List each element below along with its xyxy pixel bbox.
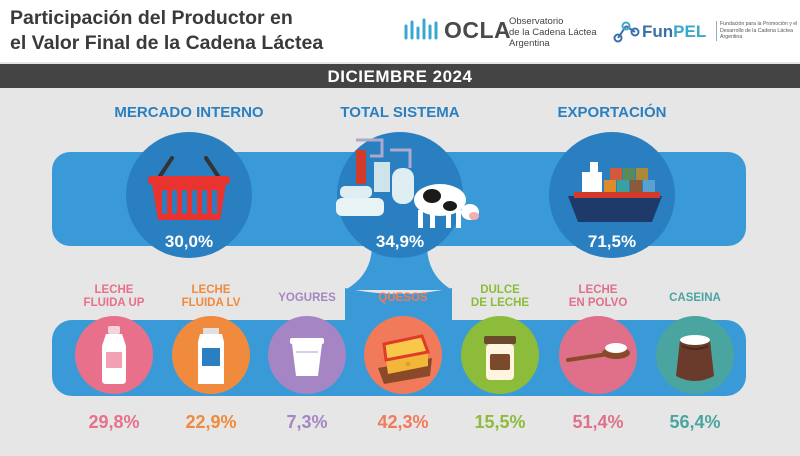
label-line-1: LECHE xyxy=(191,284,231,296)
funpel-name: FunPEL xyxy=(642,22,706,42)
funpel-logo: FunPEL Fundación para la Promoción y el … xyxy=(612,16,798,50)
value-yogures: 7,3% xyxy=(286,412,328,432)
ocla-tagline: Observatorio de la Cadena Láctea Argenti… xyxy=(509,16,599,49)
label-quesos: QUESOS xyxy=(353,292,453,305)
dairy-plant-cow-icon xyxy=(336,138,479,228)
label-yogures: YOGURES xyxy=(257,292,357,305)
cheese-icon xyxy=(378,334,432,384)
value-leche-en-polvo: 51,4% xyxy=(572,412,624,432)
value-mercado-interno: 30,0% xyxy=(164,232,214,251)
value-leche-fluida-lv: 22,9% xyxy=(185,412,237,432)
dulce-jar-icon xyxy=(484,336,516,380)
label-caseina: CASEINA xyxy=(645,292,745,305)
heading-total-sistema: TOTAL SISTEMA xyxy=(340,104,460,121)
casein-sack-icon xyxy=(676,335,714,381)
heading-exportacion: EXPORTACIÓN xyxy=(557,104,667,121)
ocla-name: OCLA xyxy=(444,17,512,43)
label-line-1: LECHE xyxy=(578,284,618,296)
value-exportacion: 71,5% xyxy=(587,232,637,251)
label-dulce-de-leche: DULCE DE LECHE xyxy=(450,284,550,310)
funpel-name-part2: PEL xyxy=(673,22,707,41)
funpel-tagline: Fundación para la Promoción y el Desarro… xyxy=(716,21,800,41)
label-leche-en-polvo: LECHE EN POLVO xyxy=(548,284,648,310)
label-leche-fluida-lv: LECHE FLUIDA LV xyxy=(161,284,261,310)
shopping-basket-icon xyxy=(148,156,230,220)
period-label: DICIEMBRE 2024 xyxy=(327,67,473,86)
period-bar: DICIEMBRE 2024 xyxy=(0,64,800,88)
ocla-wave-icon xyxy=(404,18,438,40)
label-line-2: FLUIDA LV xyxy=(181,297,241,309)
title-line-2: el Valor Final de la Cadena Láctea xyxy=(10,32,324,54)
milk-bottle-icon xyxy=(102,326,126,384)
funpel-network-icon xyxy=(613,21,640,43)
ocla-logo: OCLA Observatorio de la Cadena Láctea Ar… xyxy=(404,12,597,54)
label-line-2: EN POLVO xyxy=(568,297,628,309)
powder-spoon-icon xyxy=(566,343,630,362)
label-leche-fluida-up: LECHE FLUIDA UP xyxy=(64,284,164,310)
label-line-1: LECHE xyxy=(94,284,134,296)
label-line-2: DE LECHE xyxy=(470,297,530,309)
ocla-tagline-1: Observatorio xyxy=(509,16,564,27)
cargo-ship-icon xyxy=(568,162,662,222)
value-caseina: 56,4% xyxy=(669,412,721,432)
funpel-name-part1: Fun xyxy=(642,22,674,41)
value-total-sistema: 34,9% xyxy=(375,232,425,251)
heading-mercado-interno: MERCADO INTERNO xyxy=(114,104,264,121)
page-title: Participación del Productor en el Valor … xyxy=(10,6,390,56)
label-line-1: QUESOS xyxy=(378,292,428,304)
label-line-2: FLUIDA UP xyxy=(83,297,145,309)
label-line-1: DULCE xyxy=(480,284,520,296)
value-quesos: 42,3% xyxy=(377,412,429,432)
ocla-tagline-2: de la Cadena Láctea xyxy=(509,27,597,38)
title-line-1: Participación del Productor en xyxy=(10,7,293,29)
value-leche-fluida-up: 29,8% xyxy=(88,412,140,432)
label-line-1: YOGURES xyxy=(278,292,336,304)
header: Participación del Productor en el Valor … xyxy=(0,0,800,62)
value-dulce-de-leche: 15,5% xyxy=(474,412,526,432)
products-band-top xyxy=(345,288,452,330)
label-line-1: CASEINA xyxy=(669,292,721,304)
milk-carton-icon xyxy=(198,328,224,384)
yogurt-cup-icon xyxy=(290,338,324,376)
ocla-tagline-3: Argentina xyxy=(509,38,550,49)
